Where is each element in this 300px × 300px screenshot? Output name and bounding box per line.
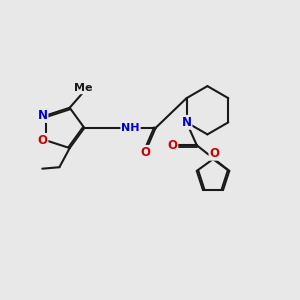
Text: Me: Me <box>74 83 93 93</box>
Text: O: O <box>209 147 220 160</box>
Text: N: N <box>182 116 191 129</box>
Text: NH: NH <box>121 123 140 133</box>
Text: O: O <box>38 134 47 147</box>
Text: O: O <box>140 146 150 159</box>
Text: O: O <box>167 139 177 152</box>
Text: N: N <box>38 109 47 122</box>
